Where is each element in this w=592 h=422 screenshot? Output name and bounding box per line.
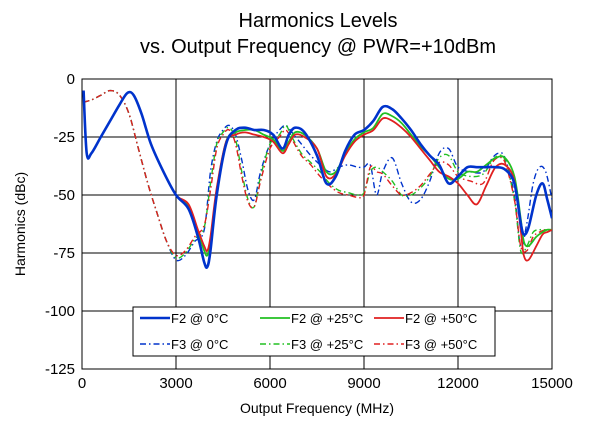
y-tick-label: -75 xyxy=(53,245,75,262)
x-tick-label: 15000 xyxy=(531,375,573,392)
x-tick-label: 3000 xyxy=(159,375,192,392)
chart-title: Harmonics Levels xyxy=(239,10,398,32)
series-line xyxy=(83,89,552,257)
chart-subtitle: vs. Output Frequency @ PWR=+10dBm xyxy=(140,36,496,58)
legend: F2 @ 0°C F2 @ +25°C F2 @ +50°C F3 @ 0°C F3 @… xyxy=(132,306,496,357)
legend-label: F2 @ +50°C xyxy=(405,311,477,326)
y-tick-label: -100 xyxy=(45,303,75,320)
y-tick-label: -50 xyxy=(53,187,75,204)
y-tick-label: -125 xyxy=(45,361,75,378)
x-tick-label: 12000 xyxy=(437,375,479,392)
x-tick-labels: 0 3000 6000 9000 12000 15000 xyxy=(78,375,573,392)
x-tick-label: 9000 xyxy=(347,375,380,392)
legend-label: F3 @ +50°C xyxy=(405,337,477,352)
x-tick-label: 0 xyxy=(78,375,86,392)
x-tick-label: 6000 xyxy=(253,375,286,392)
y-axis-label: Harmonics (dBc) xyxy=(12,172,28,276)
legend-label: F3 @ 0°C xyxy=(171,337,228,352)
series-lines xyxy=(82,89,552,270)
plot-border xyxy=(81,78,553,370)
y-tick-labels: 0 -25 -50 -75 -100 -125 xyxy=(45,71,75,378)
legend-label: F3 @ +25°C xyxy=(291,337,363,352)
y-tick-label: -25 xyxy=(53,129,75,146)
series-line xyxy=(82,90,552,270)
x-axis-label: Output Frequency (MHz) xyxy=(240,400,394,416)
legend-box xyxy=(132,306,496,357)
legend-label: F2 @ +25°C xyxy=(291,311,363,326)
y-tick-label: 0 xyxy=(67,71,75,88)
legend-label: F2 @ 0°C xyxy=(171,311,228,326)
